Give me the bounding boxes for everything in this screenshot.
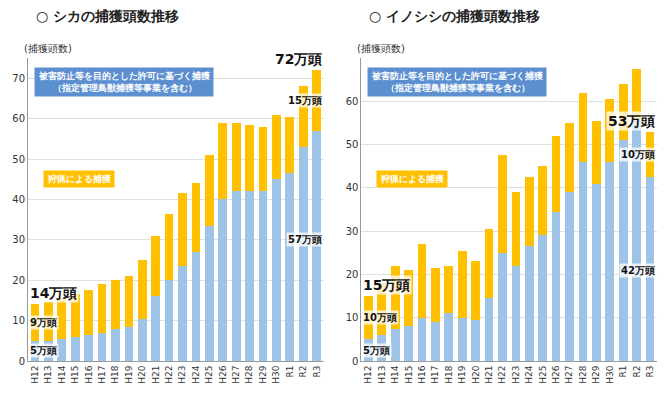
svg-text:60: 60 — [12, 113, 25, 124]
svg-text:H12: H12 — [30, 366, 40, 384]
svg-text:30: 30 — [12, 234, 25, 245]
svg-text:40: 40 — [12, 194, 25, 205]
svg-text:40: 40 — [346, 182, 359, 193]
svg-text:5万頭: 5万頭 — [363, 345, 390, 356]
svg-text:10: 10 — [346, 312, 359, 323]
svg-text:50: 50 — [12, 154, 25, 165]
svg-text:42万頭: 42万頭 — [621, 265, 655, 276]
svg-text:H21: H21 — [484, 366, 494, 384]
svg-text:H24: H24 — [524, 365, 534, 383]
svg-text:H17: H17 — [97, 366, 107, 384]
svg-text:50: 50 — [346, 139, 359, 150]
svg-text:R1: R1 — [618, 366, 628, 378]
svg-text:30: 30 — [346, 226, 359, 237]
svg-text:H13: H13 — [377, 366, 387, 384]
svg-text:H14: H14 — [57, 365, 67, 383]
svg-text:H27: H27 — [231, 366, 241, 384]
svg-text:H20: H20 — [137, 365, 147, 383]
svg-text:H17: H17 — [430, 366, 440, 384]
svg-text:15万頭: 15万頭 — [363, 277, 410, 293]
svg-text:R2: R2 — [632, 366, 642, 378]
svg-text:72万頭: 72万頭 — [275, 51, 322, 67]
svg-text:20: 20 — [346, 269, 359, 280]
svg-text:H18: H18 — [444, 365, 454, 383]
svg-text:H19: H19 — [124, 365, 134, 383]
svg-text:H29: H29 — [258, 365, 268, 383]
svg-text:H14: H14 — [390, 365, 400, 383]
svg-text:H21: H21 — [151, 366, 161, 384]
svg-text:H28: H28 — [245, 365, 255, 383]
svg-text:20: 20 — [12, 275, 25, 286]
svg-text:H28: H28 — [578, 365, 588, 383]
svg-text:14万頭: 14万頭 — [30, 285, 77, 301]
svg-text:H18: H18 — [110, 365, 120, 383]
svg-text:H15: H15 — [404, 366, 414, 384]
svg-text:H26: H26 — [218, 365, 228, 383]
svg-text:H25: H25 — [204, 366, 214, 384]
svg-text:53万頭: 53万頭 — [608, 113, 655, 129]
svg-text:(捕獲頭数): (捕獲頭数) — [24, 43, 72, 54]
svg-text:R3: R3 — [312, 366, 322, 378]
svg-text:H16: H16 — [417, 365, 427, 383]
svg-text:H19: H19 — [457, 365, 467, 383]
svg-text:H16: H16 — [84, 365, 94, 383]
svg-text:H13: H13 — [43, 366, 53, 384]
svg-text:H22: H22 — [497, 366, 507, 384]
svg-text:57万頭: 57万頭 — [288, 234, 322, 245]
svg-text:H15: H15 — [70, 366, 80, 384]
svg-text:H30: H30 — [271, 365, 281, 383]
svg-text:H23: H23 — [177, 366, 187, 384]
svg-text:10万頭: 10万頭 — [363, 312, 397, 323]
svg-text:5万頭: 5万頭 — [30, 345, 57, 356]
svg-text:0: 0 — [352, 356, 358, 367]
svg-text:被害防止等を目的とした許可に基づく捕獲（指定管理鳥獣捕獲等事: 被害防止等を目的とした許可に基づく捕獲（指定管理鳥獣捕獲等事業を含む） — [371, 71, 543, 93]
svg-text:狩猟による捕獲: 狩猟による捕獲 — [47, 174, 111, 184]
svg-text:0: 0 — [19, 356, 25, 367]
svg-text:H20: H20 — [471, 365, 481, 383]
svg-text:(捕獲頭数): (捕獲頭数) — [357, 43, 405, 54]
svg-text:9万頭: 9万頭 — [30, 317, 57, 328]
svg-text:60: 60 — [346, 96, 359, 107]
svg-text:R2: R2 — [298, 366, 308, 378]
svg-text:○ シカの捕獲頭数推移: ○ シカの捕獲頭数推移 — [36, 8, 179, 24]
svg-text:H12: H12 — [363, 366, 373, 384]
svg-text:R1: R1 — [285, 366, 295, 378]
svg-text:H23: H23 — [511, 366, 521, 384]
svg-text:被害防止等を目的とした許可に基づく捕獲（指定管理鳥獣捕獲等事: 被害防止等を目的とした許可に基づく捕獲（指定管理鳥獣捕獲等事業を含む） — [38, 71, 210, 93]
svg-text:H30: H30 — [605, 365, 615, 383]
svg-text:15万頭: 15万頭 — [288, 95, 322, 106]
svg-text:H25: H25 — [538, 366, 548, 384]
svg-text:H22: H22 — [164, 366, 174, 384]
svg-text:10: 10 — [12, 315, 25, 326]
svg-text:70: 70 — [12, 73, 25, 84]
svg-text:○ イノシシの捕獲頭数推移: ○ イノシシの捕獲頭数推移 — [369, 8, 540, 24]
svg-text:H27: H27 — [564, 366, 574, 384]
svg-text:H29: H29 — [591, 365, 601, 383]
svg-text:R3: R3 — [645, 366, 655, 378]
svg-text:H24: H24 — [191, 365, 201, 383]
svg-text:H26: H26 — [551, 365, 561, 383]
svg-text:狩猟による捕獲: 狩猟による捕獲 — [380, 174, 444, 184]
svg-text:10万頭: 10万頭 — [621, 149, 655, 160]
